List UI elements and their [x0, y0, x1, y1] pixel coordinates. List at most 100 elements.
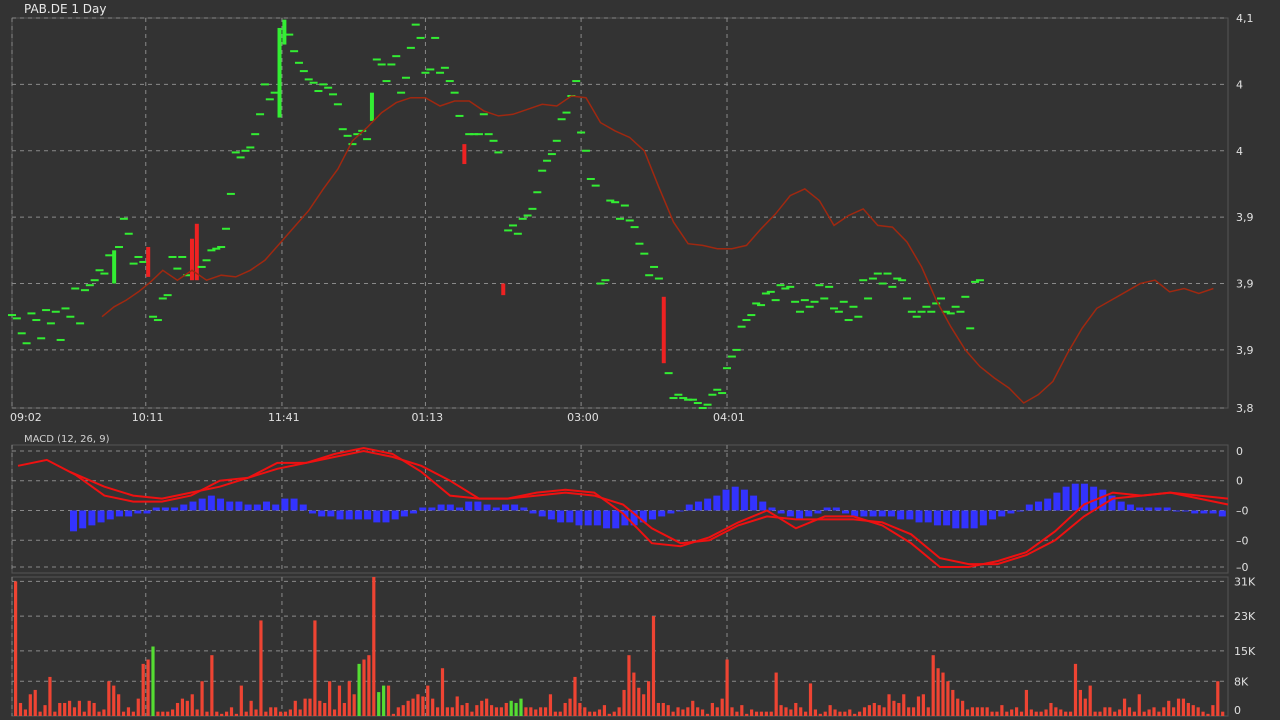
volume-bar: [681, 709, 685, 716]
volume-bar: [48, 676, 52, 716]
price-tick: [217, 246, 226, 249]
volume-bar: [416, 694, 420, 716]
volume-bar: [990, 711, 994, 716]
macd-histogram-bar: [649, 510, 656, 520]
volume-bar: [1118, 709, 1122, 716]
price-tick: [742, 319, 751, 322]
price-tick: [119, 217, 128, 220]
macd-histogram-bar: [1090, 486, 1098, 511]
volume-bar: [593, 711, 597, 716]
volume-bar: [77, 700, 81, 716]
macd-histogram-bar: [722, 489, 730, 511]
price-tick: [878, 282, 887, 285]
volume-bar: [627, 655, 631, 716]
volume-bar: [877, 705, 881, 716]
macd-histogram-bar: [308, 510, 316, 514]
volume-bar: [23, 709, 28, 716]
price-tick: [791, 300, 800, 303]
volume-bar: [686, 707, 690, 716]
volume-bar: [539, 707, 543, 716]
volume-bar: [28, 694, 32, 716]
macd-histogram-bar: [575, 510, 583, 526]
price-tick: [601, 279, 610, 282]
volume-bar: [72, 707, 77, 716]
price-tick: [688, 398, 697, 401]
volume-bar: [848, 709, 852, 716]
macd-histogram-bar: [1108, 495, 1116, 511]
macd-histogram-bar: [79, 510, 87, 529]
price-tick: [470, 133, 479, 136]
volume-bar: [779, 705, 783, 716]
macd-histogram-bar: [1218, 510, 1226, 517]
volume-bar: [254, 709, 258, 716]
price-tick: [864, 297, 873, 300]
macd-histogram-bar: [410, 510, 418, 514]
volume-bar: [1127, 707, 1132, 716]
macd-histogram-bar: [143, 510, 151, 514]
price-tick: [494, 151, 503, 154]
price-tick: [42, 309, 51, 312]
macd-histogram-bar: [437, 504, 445, 511]
volume-bar: [200, 681, 204, 716]
volume-bar: [887, 694, 891, 716]
volume-bar: [372, 577, 376, 716]
volume-bar: [1201, 711, 1205, 716]
macd-histogram-bar: [171, 507, 179, 511]
volume-bar: [205, 711, 209, 716]
price-tick: [124, 232, 133, 235]
price-tick: [22, 342, 31, 345]
macd-histogram-bar: [492, 507, 500, 511]
price-tick: [12, 317, 21, 320]
price-tick: [839, 300, 848, 303]
volume-bar: [573, 676, 577, 716]
price-tick: [90, 279, 99, 282]
price-tick: [421, 71, 430, 74]
volume-bar: [808, 683, 813, 716]
price-tick: [251, 133, 260, 136]
volume-bar: [705, 713, 710, 716]
macd-histogram-bar: [832, 507, 840, 511]
volume-bar: [941, 672, 945, 716]
macd-histogram-bar: [115, 510, 123, 517]
macd-histogram-bar: [125, 510, 133, 517]
macd-histogram-bar: [354, 510, 362, 520]
price-tick: [698, 407, 707, 409]
price-tick: [105, 254, 114, 257]
volume-bar: [666, 705, 670, 716]
macd-histogram-bar: [428, 507, 436, 511]
price-tick: [533, 191, 542, 194]
volume-bar: [656, 702, 661, 716]
volume-bar: [1122, 698, 1127, 716]
volume-bar: [710, 702, 714, 716]
time-tick-label: 10:11: [132, 411, 164, 424]
price-tick: [46, 322, 55, 325]
price-tick: [256, 113, 265, 116]
volume-bar: [568, 698, 572, 716]
price-tick: [669, 397, 678, 400]
macd-histogram-bar: [217, 498, 225, 511]
volume-bar: [769, 711, 773, 716]
volume-bar: [892, 700, 896, 716]
macd-histogram-bar: [1154, 507, 1162, 511]
price-tick: [324, 86, 333, 89]
volume-bar: [264, 711, 268, 716]
price-tick: [941, 310, 950, 313]
volume-bar: [43, 705, 47, 716]
macd-histogram-bar: [878, 510, 886, 517]
volume-bar: [1039, 711, 1043, 716]
candle: [146, 247, 151, 277]
price-tick: [611, 201, 620, 204]
price-tick: [397, 91, 406, 94]
volume-bar: [259, 620, 263, 716]
price-tick: [382, 80, 391, 83]
price-tick: [518, 217, 527, 220]
volume-bar: [1167, 700, 1171, 716]
price-tick: [630, 226, 639, 229]
price-tick: [927, 310, 936, 313]
price-tick: [917, 310, 926, 313]
price-tick: [207, 249, 216, 252]
volume-bar: [53, 711, 57, 716]
moving-average-line: [101, 95, 1214, 404]
macd-histogram-bar: [106, 510, 114, 520]
volume-bar: [646, 681, 651, 716]
